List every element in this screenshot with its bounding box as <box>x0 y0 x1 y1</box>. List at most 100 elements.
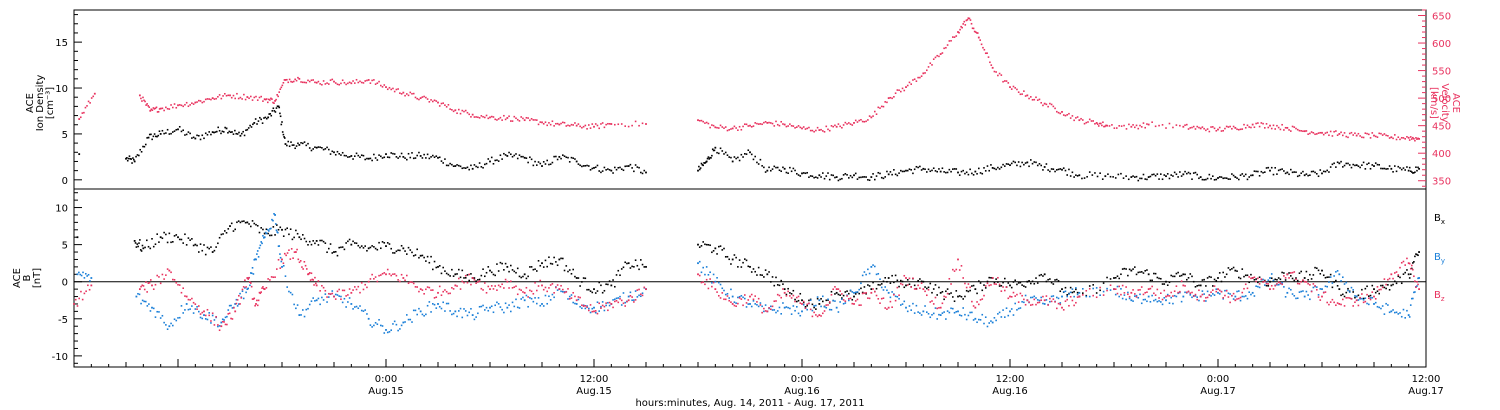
data-point <box>1057 297 1060 300</box>
data-point <box>624 261 626 264</box>
data-point <box>750 305 753 308</box>
data-point <box>1154 298 1157 301</box>
data-point <box>967 283 970 285</box>
data-point <box>1236 128 1238 131</box>
data-point <box>733 301 736 304</box>
data-point <box>1342 293 1344 296</box>
data-point <box>392 273 394 276</box>
data-point <box>747 149 750 152</box>
data-point <box>152 288 155 291</box>
data-point <box>275 98 277 101</box>
data-point <box>1366 302 1368 305</box>
data-point <box>1305 270 1308 273</box>
data-point <box>484 116 486 119</box>
data-point <box>908 81 911 84</box>
data-point <box>471 277 474 279</box>
data-point <box>608 301 611 304</box>
data-point <box>1004 80 1006 82</box>
data-point <box>589 127 592 129</box>
data-point <box>336 150 339 153</box>
data-point <box>159 282 162 285</box>
data-point <box>714 288 717 291</box>
data-point <box>1408 262 1411 265</box>
data-point <box>294 78 296 81</box>
data-point <box>1257 285 1259 288</box>
data-point <box>1109 284 1112 287</box>
data-point <box>811 303 814 306</box>
data-point <box>90 97 93 99</box>
data-point <box>574 158 576 160</box>
data-point <box>1010 308 1013 310</box>
data-point <box>338 153 340 155</box>
data-point <box>541 303 543 305</box>
data-point <box>348 238 351 241</box>
data-point <box>402 91 405 94</box>
data-point <box>274 234 276 236</box>
data-point <box>352 158 354 160</box>
data-point <box>1347 136 1349 139</box>
data-point <box>877 106 880 109</box>
data-point <box>1004 277 1006 280</box>
data-point <box>187 237 190 239</box>
data-point <box>314 81 316 84</box>
data-point <box>939 306 942 309</box>
data-point <box>532 292 535 295</box>
data-point <box>716 126 718 129</box>
data-point <box>1203 178 1205 181</box>
data-point <box>1357 294 1360 297</box>
data-point <box>1414 255 1416 258</box>
data-point <box>860 304 862 306</box>
data-point <box>744 294 746 296</box>
data-point <box>307 79 309 82</box>
data-point <box>485 291 488 294</box>
data-point <box>856 291 859 293</box>
data-point <box>412 92 415 95</box>
data-point <box>596 290 599 292</box>
data-point <box>553 296 555 299</box>
data-point <box>735 157 737 160</box>
data-point <box>1056 278 1058 281</box>
data-point <box>1374 298 1377 300</box>
data-point <box>218 129 221 132</box>
data-point <box>203 244 205 246</box>
data-point <box>90 284 93 287</box>
data-point <box>980 43 983 46</box>
data-point <box>1146 123 1148 125</box>
data-point <box>931 64 933 66</box>
data-point <box>896 286 899 289</box>
data-point <box>1198 126 1200 129</box>
data-point <box>245 286 247 288</box>
data-point <box>719 245 722 247</box>
data-point <box>310 243 313 246</box>
data-point <box>960 170 963 173</box>
data-point <box>192 244 195 247</box>
data-point <box>593 125 595 128</box>
data-point <box>1255 122 1257 125</box>
data-point <box>536 270 538 272</box>
data-point <box>432 100 434 103</box>
data-point <box>910 309 912 311</box>
data-point <box>1343 132 1346 134</box>
data-point <box>308 147 311 149</box>
data-point <box>217 95 219 98</box>
data-point <box>503 114 505 117</box>
data-point <box>794 300 796 303</box>
data-point <box>915 304 918 307</box>
data-point <box>1106 276 1108 279</box>
data-point <box>1184 273 1186 276</box>
data-point <box>581 307 583 310</box>
data-point <box>308 80 311 83</box>
data-point <box>1184 124 1186 126</box>
data-point <box>239 96 242 99</box>
data-point <box>1166 294 1169 297</box>
data-point <box>825 304 828 306</box>
data-point <box>808 176 810 179</box>
data-point <box>255 223 257 226</box>
data-point <box>912 172 914 175</box>
data-point <box>201 311 204 314</box>
data-point <box>1064 169 1067 172</box>
data-point <box>1368 295 1370 297</box>
data-point <box>813 176 815 179</box>
data-point <box>780 170 782 173</box>
data-point <box>797 312 800 315</box>
